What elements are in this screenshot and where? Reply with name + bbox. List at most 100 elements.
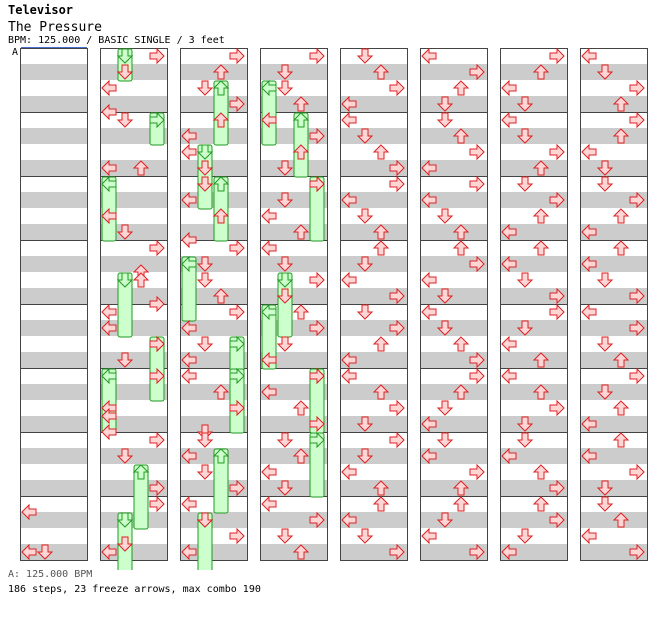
step-arrow [532, 496, 550, 512]
freeze-head [181, 255, 197, 273]
beat-stripe [420, 448, 488, 464]
beat-stripe [260, 352, 328, 368]
beat-stripe [500, 448, 568, 464]
step-arrow [581, 47, 597, 65]
beat-stripe [20, 384, 88, 400]
step-arrow [292, 544, 310, 560]
step-arrow [149, 479, 165, 497]
beat-stripe [420, 160, 488, 176]
beat-stripe [580, 256, 648, 272]
step-arrow [309, 271, 325, 289]
step-arrow [452, 496, 470, 512]
step-arrow [276, 480, 294, 496]
freeze-head [196, 144, 214, 160]
beat-stripe [20, 160, 88, 176]
step-arrow [292, 304, 310, 320]
beat-stripe [100, 448, 168, 464]
beat-stripe [340, 288, 408, 304]
step-arrow [276, 256, 294, 272]
step-arrow [501, 79, 517, 97]
beat-stripe [580, 224, 648, 240]
step-arrow [181, 367, 197, 385]
beat-stripe [580, 416, 648, 432]
step-arrow [116, 448, 134, 464]
step-arrow [469, 143, 485, 161]
step-arrow [629, 287, 645, 305]
step-arrow [532, 384, 550, 400]
step-arrow [212, 208, 230, 224]
step-arrow [181, 319, 197, 337]
step-arrow [261, 463, 277, 481]
measure-box [580, 496, 648, 561]
step-arrow [389, 399, 405, 417]
step-arrow [581, 255, 597, 273]
step-arrow [196, 256, 214, 272]
step-arrow [501, 543, 517, 561]
step-arrow [612, 352, 630, 368]
step-arrow [421, 447, 437, 465]
step-arrow [181, 543, 197, 561]
step-arrow [469, 255, 485, 273]
chart-stats: 186 steps, 23 freeze arrows, max combo 1… [8, 584, 261, 595]
step-arrow [516, 128, 534, 144]
beat-stripe [20, 192, 88, 208]
step-arrow [309, 367, 325, 385]
step-arrow [212, 288, 230, 304]
beat-stripe [500, 256, 568, 272]
freeze-head [276, 272, 294, 288]
freeze-head [116, 272, 134, 288]
step-arrow [549, 479, 565, 497]
step-arrow [516, 96, 534, 112]
step-arrow [612, 432, 630, 448]
beat-stripe [340, 416, 408, 432]
step-arrow [596, 176, 614, 192]
beat-stripe [500, 512, 568, 528]
step-arrow [309, 415, 325, 433]
measure-box [340, 496, 408, 561]
step-arrow [356, 48, 374, 64]
step-arrow [292, 224, 310, 240]
step-arrow [452, 80, 470, 96]
beat-stripe [340, 128, 408, 144]
beat-stripe [20, 96, 88, 112]
step-arrow [149, 431, 165, 449]
step-arrow [356, 128, 374, 144]
measure-box [20, 496, 88, 561]
beat-stripe [580, 192, 648, 208]
step-arrow [149, 295, 165, 313]
step-arrow [581, 303, 597, 321]
step-arrow [309, 127, 325, 145]
step-arrow [549, 191, 565, 209]
step-arrow [196, 176, 214, 192]
beat-stripe [500, 320, 568, 336]
step-arrow [501, 255, 517, 273]
bpm-marker: A [12, 47, 19, 58]
step-arrow [276, 288, 294, 304]
step-arrow [149, 495, 165, 513]
step-arrow [196, 464, 214, 480]
step-arrow [101, 159, 117, 177]
step-arrow [372, 336, 390, 352]
step-arrow [36, 544, 54, 560]
step-arrow [421, 303, 437, 321]
step-arrow [261, 351, 277, 369]
step-arrow [196, 272, 214, 288]
step-arrow [389, 159, 405, 177]
step-arrow [276, 432, 294, 448]
chart-info: BPM: 125.000 / BASIC SINGLE / 3 feet [8, 35, 225, 46]
step-arrow [292, 144, 310, 160]
step-arrow [452, 224, 470, 240]
step-arrow [436, 400, 454, 416]
step-arrow [516, 416, 534, 432]
step-arrow [181, 447, 197, 465]
step-arrow [501, 335, 517, 353]
step-arrow [581, 223, 597, 241]
step-arrow [389, 319, 405, 337]
beat-stripe [420, 256, 488, 272]
step-arrow [261, 383, 277, 401]
beat-stripe [420, 544, 488, 560]
step-arrow [276, 192, 294, 208]
step-arrow [116, 224, 134, 240]
step-arrow [436, 432, 454, 448]
step-arrow [501, 111, 517, 129]
